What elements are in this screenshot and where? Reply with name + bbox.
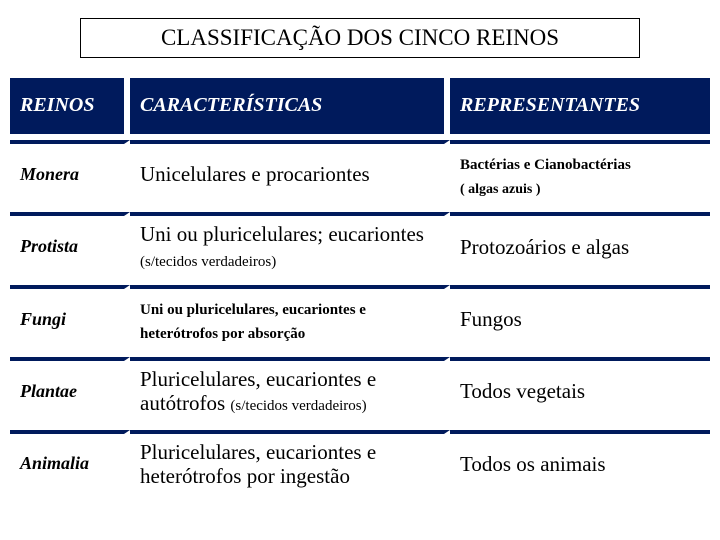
carac-text: Pluricelulares, eucariontes e heterótrof… (140, 440, 376, 488)
characteristics-cell: Unicelulares e procariontes (130, 140, 450, 212)
representatives-cell: Protozoários e algas (450, 212, 710, 284)
kingdom-cell: Plantae (10, 357, 130, 429)
repr-text: Protozoários e algas (460, 235, 629, 259)
representatives-cell: Bactérias e Cianobactérias ( algas azuis… (450, 140, 710, 212)
repr-text: Todos os animais (460, 452, 606, 476)
characteristics-cell: Pluricelulares, eucariontes e autótrofos… (130, 357, 450, 429)
table-row: Plantae Pluricelulares, eucariontes e au… (10, 357, 710, 429)
kingdom-cell: Monera (10, 140, 130, 212)
col-header-representantes: REPRESENTANTES (450, 78, 710, 140)
kingdoms-table: REINOS CARACTERÍSTICAS REPRESENTANTES Mo… (10, 78, 710, 502)
kingdom-cell: Animalia (10, 430, 130, 502)
page-title: CLASSIFICAÇÃO DOS CINCO REINOS (80, 18, 640, 58)
characteristics-cell: Pluricelulares, eucariontes e heterótrof… (130, 430, 450, 502)
representatives-cell: Todos os animais (450, 430, 710, 502)
col-header-reinos: REINOS (10, 78, 130, 140)
table-header-row: REINOS CARACTERÍSTICAS REPRESENTANTES (10, 78, 710, 140)
carac-text: Uni ou pluricelulares, eucariontes e het… (140, 302, 366, 342)
table-row: Fungi Uni ou pluricelulares, eucariontes… (10, 285, 710, 358)
representatives-cell: Todos vegetais (450, 357, 710, 429)
representatives-cell: Fungos (450, 285, 710, 358)
carac-paren: (s/tecidos verdadeiros) (230, 398, 366, 414)
repr-text: Fungos (460, 307, 522, 331)
repr-text: Todos vegetais (460, 379, 585, 403)
table-row: Animalia Pluricelulares, eucariontes e h… (10, 430, 710, 502)
repr-subtext: ( algas azuis ) (460, 182, 541, 197)
table-row: Protista Uni ou pluricelulares; eucarion… (10, 212, 710, 284)
page: CLASSIFICAÇÃO DOS CINCO REINOS REINOS CA… (0, 0, 720, 512)
characteristics-cell: Uni ou pluricelulares; eucariontes (s/te… (130, 212, 450, 284)
kingdom-cell: Protista (10, 212, 130, 284)
col-header-caracteristicas: CARACTERÍSTICAS (130, 78, 450, 140)
repr-text: Bactérias e Cianobactérias (460, 157, 631, 173)
carac-paren: (s/tecidos verdadeiros) (140, 254, 276, 270)
characteristics-cell: Uni ou pluricelulares, eucariontes e het… (130, 285, 450, 358)
kingdom-cell: Fungi (10, 285, 130, 358)
table-row: Monera Unicelulares e procariontes Bacté… (10, 140, 710, 212)
carac-text: Unicelulares e procariontes (140, 162, 370, 186)
carac-text: Uni ou pluricelulares; eucariontes (140, 222, 424, 246)
